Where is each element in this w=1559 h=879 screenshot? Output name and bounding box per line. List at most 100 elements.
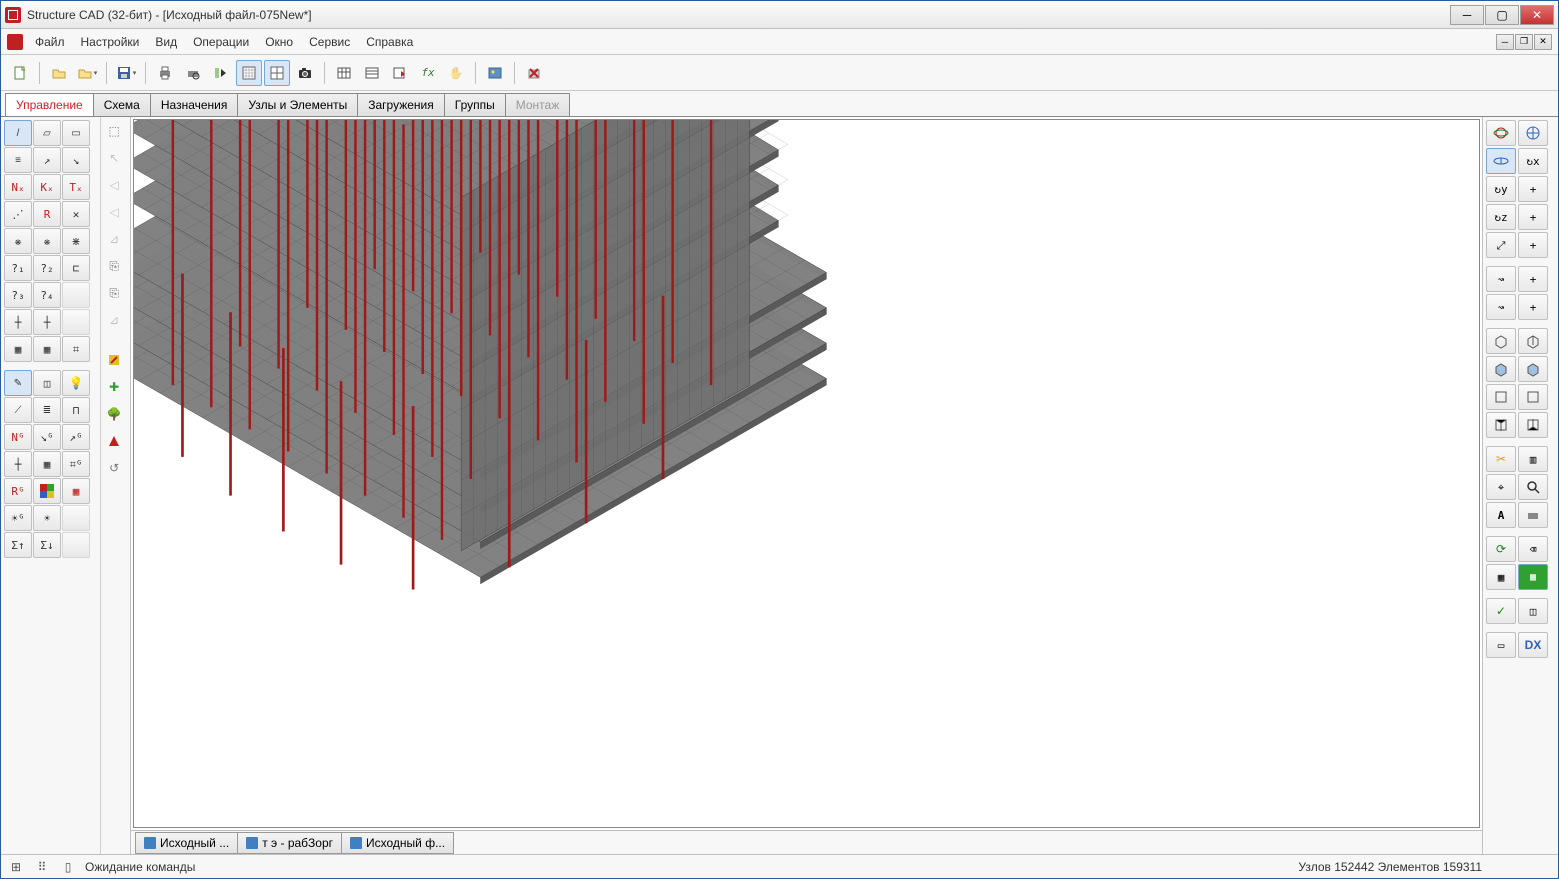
new-button[interactable]	[7, 60, 33, 86]
status-dots-icon[interactable]: ⠿	[33, 858, 51, 876]
q4-tool[interactable]: ?₄	[33, 282, 61, 308]
gridc-tool[interactable]: ▦	[33, 451, 61, 477]
view-orbit-button[interactable]	[1486, 120, 1516, 146]
brush-tool[interactable]: ⟋	[4, 397, 32, 423]
hatch-tool[interactable]: ⋰	[4, 201, 32, 227]
copy2-icon[interactable]: ⎘	[103, 282, 125, 304]
status-grid-icon[interactable]: ⊞	[7, 858, 25, 876]
maximize-button[interactable]: ▢	[1485, 5, 1519, 25]
clip-tool-button[interactable]: ✂	[1486, 446, 1516, 472]
snap-button[interactable]: ⌖	[1486, 474, 1516, 500]
menu-operations[interactable]: Операции	[185, 31, 257, 53]
export-button[interactable]	[387, 60, 413, 86]
menu-help[interactable]: Справка	[358, 31, 421, 53]
layers-tool[interactable]: ≡	[4, 147, 32, 173]
box-tool[interactable]: ▭	[62, 120, 90, 146]
open-folder-button[interactable]	[46, 60, 72, 86]
view-front-button[interactable]	[1486, 328, 1516, 354]
tri3-icon[interactable]: ⊿	[103, 228, 125, 250]
gridm1-tool[interactable]: ▦	[4, 336, 32, 362]
q3-tool[interactable]: ?₃	[4, 282, 32, 308]
tab-nodes-elements[interactable]: Узлы и Элементы	[237, 93, 358, 116]
draw-curve-button[interactable]: ↝	[1486, 294, 1516, 320]
status-vbar-icon[interactable]: ▯	[59, 858, 77, 876]
check-button[interactable]: ✓	[1486, 598, 1516, 624]
draw-curve2-button[interactable]: +	[1518, 294, 1548, 320]
image-button[interactable]	[482, 60, 508, 86]
view-iso2-button[interactable]	[1518, 412, 1548, 438]
arrow-up-tool[interactable]: ↗	[33, 147, 61, 173]
zoom-button[interactable]	[1518, 474, 1548, 500]
menu-settings[interactable]: Настройки	[73, 31, 148, 53]
delete-layer-button[interactable]	[521, 60, 547, 86]
grid-cal-button[interactable]: ▦	[1486, 564, 1516, 590]
ang-tool[interactable]: ↗ᴳ	[62, 424, 90, 450]
cross2-tool[interactable]: ┼	[33, 309, 61, 335]
cube-tool[interactable]: ◫	[33, 370, 61, 396]
copy-icon[interactable]: ⎘	[103, 255, 125, 277]
view-iso1-button[interactable]	[1486, 412, 1516, 438]
bracket-tool[interactable]: ⊏	[62, 255, 90, 281]
pointer-icon[interactable]: ↖	[103, 147, 125, 169]
marquee-icon[interactable]: ⬚	[103, 120, 125, 142]
stack-tool[interactable]: ≣	[33, 397, 61, 423]
tree-icon[interactable]: 🌳	[103, 403, 125, 425]
r-const-tool[interactable]: R	[33, 201, 61, 227]
line-tool[interactable]: /	[4, 120, 32, 146]
rot-plus2-button[interactable]: +	[1518, 204, 1548, 230]
tab-loadings[interactable]: Загружения	[357, 93, 445, 116]
grid-on-button[interactable]: ▦	[1518, 564, 1548, 590]
ng-tool[interactable]: Nᴳ	[4, 424, 32, 450]
rot-plus3-button[interactable]: +	[1518, 232, 1548, 258]
view-top-button[interactable]	[1486, 384, 1516, 410]
camera-button[interactable]	[292, 60, 318, 86]
refresh-button[interactable]: ⟳	[1486, 536, 1516, 562]
hand-button[interactable]: ✋	[443, 60, 469, 86]
axis-z-button[interactable]: ↻z	[1486, 204, 1516, 230]
sun-g-tool[interactable]: ☀ᴳ	[4, 505, 32, 531]
table-output-button[interactable]	[359, 60, 385, 86]
q2-tool[interactable]: ?₂	[33, 255, 61, 281]
sun-tool[interactable]: ☀	[33, 505, 61, 531]
gridm2-tool[interactable]: ▦	[33, 336, 61, 362]
snow2-tool[interactable]: ❋	[33, 228, 61, 254]
express-settings-button[interactable]	[208, 60, 234, 86]
open-button[interactable]: ▾	[74, 60, 100, 86]
sigma2-tool[interactable]: Σ↓	[33, 532, 61, 558]
doc-tab-1[interactable]: Исходный ...	[135, 832, 238, 854]
menu-file[interactable]: Файл	[27, 31, 73, 53]
axis-x-button[interactable]: ↻x	[1518, 148, 1548, 174]
rbox-tool[interactable]: ▦	[62, 478, 90, 504]
section-view-button[interactable]: ◫	[1518, 598, 1548, 624]
grid-coarse-button[interactable]	[264, 60, 290, 86]
arrow-diag-tool[interactable]: ↘	[62, 147, 90, 173]
draw-arc-button[interactable]: ↝	[1486, 266, 1516, 292]
node-n-tool[interactable]: Nₓ	[4, 174, 32, 200]
pencil-tool[interactable]: ✎	[4, 370, 32, 396]
palette-tool[interactable]	[33, 478, 61, 504]
crossg-tool[interactable]: ┼	[4, 451, 32, 477]
tri1-icon[interactable]: ◁	[103, 174, 125, 196]
axis-3d-button[interactable]: ⤢	[1486, 232, 1516, 258]
grid-fine-button[interactable]	[236, 60, 262, 86]
record-button[interactable]: ▭	[1486, 632, 1516, 658]
print-button[interactable]	[152, 60, 178, 86]
tab-assembly[interactable]: Монтаж	[505, 93, 571, 116]
minimize-button[interactable]: ─	[1450, 5, 1484, 25]
cross1-tool[interactable]: ┼	[4, 309, 32, 335]
q1-tool[interactable]: ?₁	[4, 255, 32, 281]
color-brush-icon[interactable]	[103, 349, 125, 371]
gridm3-tool[interactable]: ⌗	[62, 336, 90, 362]
view-bottom-button[interactable]	[1518, 384, 1548, 410]
history-icon[interactable]: ↺	[103, 457, 125, 479]
node-k-tool[interactable]: Kₓ	[33, 174, 61, 200]
wipe-button[interactable]: ⌫	[1518, 536, 1548, 562]
tab-scheme[interactable]: Схема	[93, 93, 151, 116]
rect-tool[interactable]: ▱	[33, 120, 61, 146]
axis-y-button[interactable]: ↻y	[1486, 176, 1516, 202]
model-viewport[interactable]	[133, 119, 1480, 828]
mdi-minimize-button[interactable]: ─	[1496, 34, 1514, 50]
sigma1-tool[interactable]: Σ↑	[4, 532, 32, 558]
print-preview-button[interactable]	[180, 60, 206, 86]
print2-button[interactable]	[1518, 502, 1548, 528]
